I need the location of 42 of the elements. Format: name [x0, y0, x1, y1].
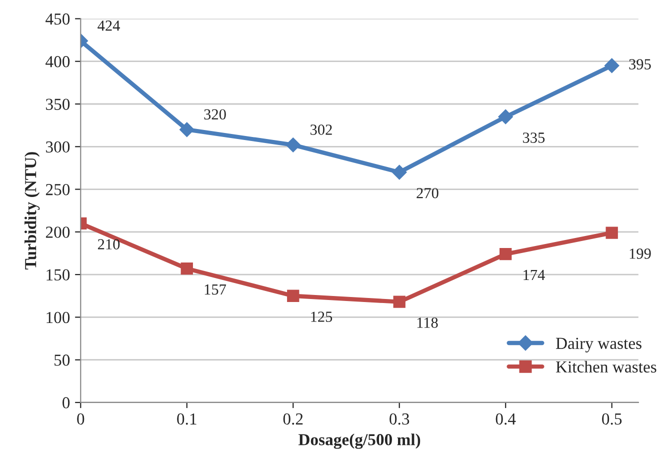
data-label: 174	[524, 270, 545, 280]
y-tick-label: 300	[46, 141, 70, 153]
y-tick-label: 50	[54, 354, 70, 366]
y-tick-label: 100	[46, 312, 70, 324]
y-tick-label: 0	[62, 397, 70, 408]
y-axis-title: Turbidity (NTU)	[24, 152, 40, 270]
data-label: 210	[98, 239, 120, 250]
x-tick-label: 0.3	[390, 413, 410, 425]
data-label: 118	[417, 318, 438, 328]
point	[498, 109, 513, 124]
y-tick-label: 350	[46, 98, 70, 110]
y-tick-label: 200	[46, 226, 70, 238]
legend-label: Kitchen wastes	[556, 360, 656, 373]
point	[180, 262, 193, 275]
x-tick-label: 0.2	[283, 413, 303, 425]
data-label: 270	[416, 188, 438, 198]
point	[392, 164, 407, 180]
point	[604, 58, 620, 74]
point	[286, 138, 301, 152]
x-tick-label: 0.5	[602, 413, 622, 425]
data-label: 335	[522, 132, 545, 143]
y-tick-label: 450	[46, 13, 70, 25]
point	[500, 248, 512, 260]
point	[606, 226, 618, 239]
data-label: 424	[98, 20, 120, 31]
data-label: 157	[204, 284, 226, 295]
y-tick-label: 150	[46, 269, 70, 281]
data-label: 199	[630, 248, 651, 259]
data-label: 125	[311, 312, 332, 322]
data-label: 395	[629, 59, 651, 70]
point	[179, 122, 194, 137]
legend-label: Dairy wastes	[556, 338, 642, 352]
x-axis-title: Dosage(g/500 ml)	[298, 434, 420, 449]
point	[287, 290, 300, 302]
x-tick-label: 0.4	[496, 413, 516, 425]
data-label: 320	[204, 109, 226, 120]
y-tick-label: 400	[46, 56, 70, 68]
data-label: 302	[310, 124, 332, 135]
x-tick-label: 0	[77, 413, 84, 425]
y-tick-label: 250	[46, 184, 70, 196]
x-tick-label: 0.1	[177, 413, 196, 425]
point	[393, 296, 406, 308]
